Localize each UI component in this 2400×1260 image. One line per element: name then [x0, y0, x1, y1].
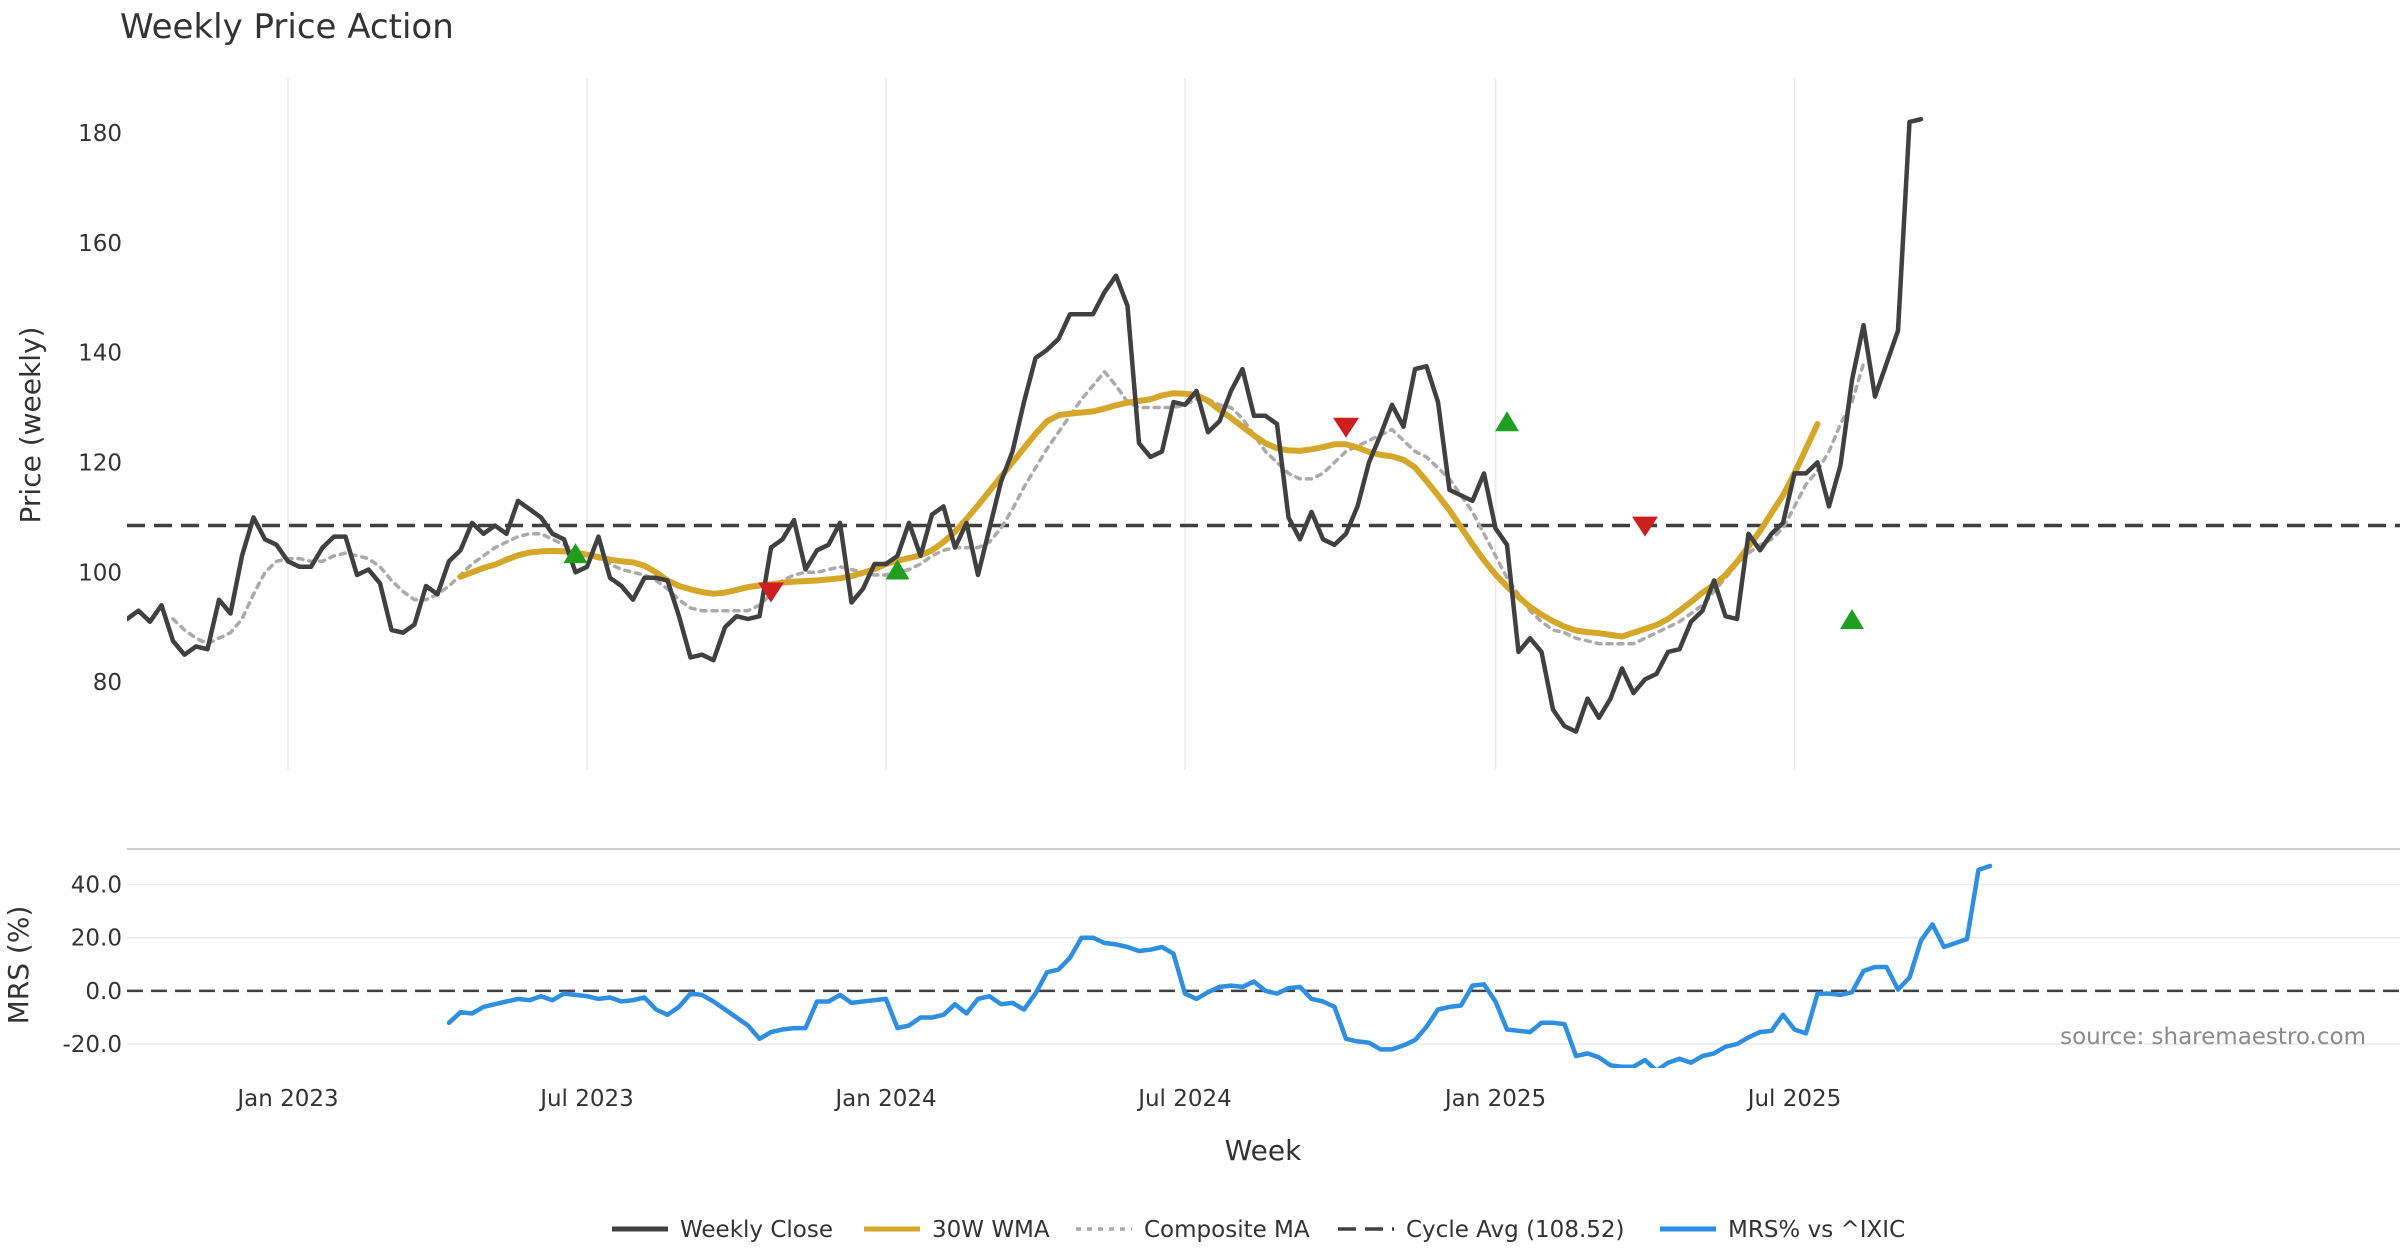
legend-label: 30W WMA	[932, 1217, 1050, 1243]
x-tick-label: Jan 2025	[1443, 1086, 1546, 1112]
composite-ma-line	[171, 361, 1866, 646]
price-y-tick-label: 120	[78, 450, 122, 476]
legend-label: Cycle Avg (108.52)	[1406, 1217, 1625, 1243]
chart-title: Weekly Price Action	[120, 7, 454, 47]
price-y-tick-label: 80	[93, 670, 122, 696]
legend-item: MRS% vs ^IXIC	[1660, 1217, 1905, 1243]
price-gridlines	[287, 78, 1796, 770]
legend-item: Weekly Close	[612, 1217, 833, 1243]
sell-signal-marker	[758, 582, 784, 603]
buy-signal-marker	[1495, 411, 1519, 432]
buy-signal-marker	[885, 559, 910, 580]
weekly-close-line	[127, 116, 1924, 734]
legend-item: 30W WMA	[864, 1217, 1050, 1243]
mrs-y-axis-label: MRS (%)	[2, 906, 35, 1025]
price-plot	[127, 116, 2400, 734]
price-y-tick-label: 140	[78, 341, 122, 367]
buy-signal-marker	[563, 543, 588, 564]
price-y-tick-label: 180	[78, 121, 122, 147]
legend-label: Weekly Close	[680, 1217, 833, 1243]
legend: Weekly Close 30W WMA Composite MA Cycle Avg…	[612, 1217, 1905, 1243]
mrs-y-tick-label: 0.0	[85, 979, 122, 1005]
mrs-line	[446, 863, 1993, 1068]
legend-label: MRS% vs ^IXIC	[1728, 1217, 1905, 1243]
x-tick-label: Jul 2023	[538, 1086, 634, 1112]
price-y-tick-label: 160	[78, 231, 122, 257]
x-tick-label: Jul 2025	[1746, 1086, 1842, 1112]
sell-signal-marker	[1333, 417, 1359, 438]
mrs-y-tick-label: -20.0	[62, 1032, 122, 1058]
buy-signal-marker	[1840, 608, 1864, 629]
legend-label: Composite MA	[1144, 1217, 1310, 1243]
mrs-y-ticks: 40.0 20.0 0.0 -20.0	[62, 873, 122, 1059]
x-tick-label: Jan 2023	[235, 1086, 338, 1112]
price-y-axis-label: Price (weekly)	[14, 327, 47, 524]
price-y-tick-label: 100	[78, 560, 122, 586]
source-label: source: sharemaestro.com	[2060, 1024, 2366, 1050]
legend-item: Composite MA	[1076, 1217, 1310, 1243]
x-ticks: Jan 2023 Jul 2023 Jan 2024 Jul 2024 Jan 2025…	[235, 1086, 1841, 1112]
x-tick-label: Jan 2024	[833, 1086, 936, 1112]
signal-markers	[563, 411, 1864, 629]
mrs-y-tick-label: 20.0	[71, 926, 122, 952]
x-tick-label: Jul 2024	[1136, 1086, 1232, 1112]
price-y-ticks: 80 100 120 140 160 180	[78, 121, 122, 696]
x-axis-label: Week	[1225, 1134, 1302, 1167]
mrs-y-tick-label: 40.0	[71, 873, 122, 899]
legend-item: Cycle Avg (108.52)	[1338, 1217, 1625, 1243]
wma-30w-line	[457, 390, 1821, 640]
mrs-plot	[446, 863, 1993, 1068]
sell-signal-marker	[1632, 516, 1658, 537]
mrs-gridlines	[127, 883, 2400, 1045]
